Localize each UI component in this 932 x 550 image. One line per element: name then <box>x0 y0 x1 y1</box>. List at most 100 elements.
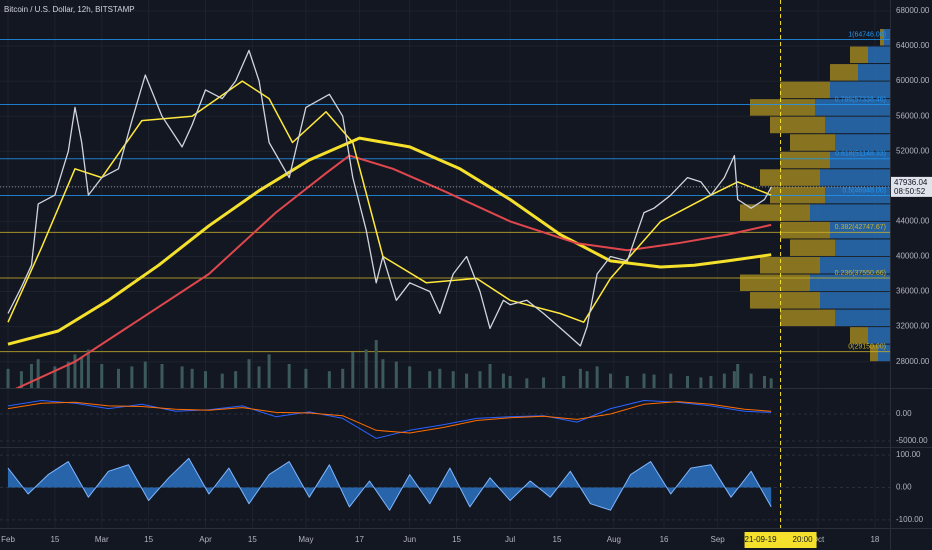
volume-profile-bar <box>810 204 890 221</box>
moving-average <box>15 154 772 388</box>
volume-bar <box>160 364 164 388</box>
volume-bar <box>267 354 271 388</box>
y-tick-label: 64000.00 <box>896 41 930 50</box>
y-tick-label: 28000.00 <box>896 357 930 366</box>
volume-bar <box>73 354 77 388</box>
chart-title: Bitcoin / U.S. Dollar, 12h, BITSTAMP <box>4 5 135 14</box>
cursor-time: 20:00 <box>793 535 814 544</box>
volume-profile-bar <box>850 327 868 344</box>
volume-bar <box>116 368 120 388</box>
volume-profile-bar <box>820 169 890 186</box>
y-tick-label: 56000.00 <box>896 111 930 120</box>
volume-profile-bar <box>760 169 820 186</box>
x-tick-label: 18 <box>870 535 879 544</box>
x-tick-label: 17 <box>355 535 364 544</box>
x-tick-label: Apr <box>199 535 212 544</box>
y-tick-label: 44000.00 <box>896 217 930 226</box>
volume-bar <box>19 371 23 388</box>
x-tick-label: May <box>298 535 313 544</box>
volume-profile-bar <box>830 151 890 169</box>
x-tick-label: Mar <box>95 535 109 544</box>
x-tick-label: 16 <box>660 535 669 544</box>
volume-bar <box>762 376 766 388</box>
macd-line <box>7 401 772 434</box>
x-tick-label: Jul <box>505 535 515 544</box>
price-pane: 1(64746.00) 0.786(57338.46) 0.618(51148.33… <box>0 28 890 388</box>
volume-profile-bar <box>835 134 890 151</box>
volume-profile-bar <box>780 221 830 239</box>
x-tick-label: 15 <box>144 535 153 544</box>
volume-bar <box>578 368 582 388</box>
fib-label: 0.786(57338.46) <box>835 96 886 103</box>
moving-average <box>7 80 772 323</box>
y-tick-label: 52000.00 <box>896 146 930 155</box>
volume-bar <box>609 373 613 388</box>
x-tick-label: 15 <box>50 535 59 544</box>
volume-profile-bar <box>820 256 890 274</box>
volume-bar <box>100 364 104 388</box>
fib-label: 0.236(37550.66) <box>835 270 886 277</box>
volume-bar <box>143 361 147 388</box>
volume-profile-bar <box>830 81 890 99</box>
y-tick-label: 0.00 <box>896 409 912 418</box>
volume-bar <box>6 368 10 388</box>
cursor-date-box <box>744 532 817 548</box>
volume-bar <box>501 373 505 388</box>
volume-bar <box>769 378 773 388</box>
volume-profile-bar <box>740 204 810 221</box>
volume-bar <box>732 371 736 388</box>
volume-bar <box>451 371 455 388</box>
volume-bar <box>488 364 492 388</box>
volume-bar <box>351 352 355 388</box>
volume-bar <box>709 376 713 388</box>
volume-profile-bar <box>780 81 830 99</box>
x-tick-label: Oct <box>812 535 825 544</box>
volume-profile-bar <box>878 344 890 362</box>
x-tick-label: 15 <box>553 535 562 544</box>
volume-bar <box>465 373 469 388</box>
volume-bar <box>130 366 134 388</box>
volume-bar <box>29 364 33 388</box>
volume-bar <box>66 361 70 388</box>
volume-bar <box>722 373 726 388</box>
volume-profile-bar <box>740 274 810 292</box>
volume-bar <box>53 366 57 388</box>
volume-bar <box>585 371 589 388</box>
volume-profile-bar <box>868 327 890 344</box>
grid <box>0 0 890 528</box>
fib-label: 0.5(46948.00) <box>842 187 886 194</box>
volume-profile-bar <box>830 221 890 239</box>
x-tick-label: Jun <box>403 535 416 544</box>
volume-profile-bar <box>820 292 890 309</box>
volume-bar <box>525 378 529 388</box>
volume-profile-bar <box>884 28 890 46</box>
volume-bar <box>542 377 546 388</box>
volume-bar <box>508 376 512 388</box>
x-tick-label: 15 <box>248 535 257 544</box>
volume-profile-bar <box>850 46 868 64</box>
volume-bar <box>234 371 238 388</box>
volume-profile-bar <box>760 256 820 274</box>
volume-profile-bar <box>780 309 835 327</box>
volume-bar <box>685 376 689 388</box>
volume-profile-bar <box>770 116 825 134</box>
volume-bar <box>652 374 656 388</box>
volume-bar <box>595 366 599 388</box>
y-tick-label: 40000.00 <box>896 252 930 261</box>
volume-profile-bar <box>780 151 830 169</box>
volume-bar <box>562 376 566 388</box>
volume-bar <box>190 368 194 388</box>
y-tick-label: 60000.00 <box>896 76 930 85</box>
volume-bar <box>257 366 261 388</box>
x-tick-label: 15 <box>452 535 461 544</box>
volume-bar <box>736 364 740 388</box>
y-tick-label: 36000.00 <box>896 287 930 296</box>
macd-pane <box>7 400 772 439</box>
volume-bar <box>341 368 345 388</box>
moving-average <box>7 136 772 346</box>
fib-label: 1(64746.00) <box>848 31 886 38</box>
volume-bar <box>36 359 40 388</box>
